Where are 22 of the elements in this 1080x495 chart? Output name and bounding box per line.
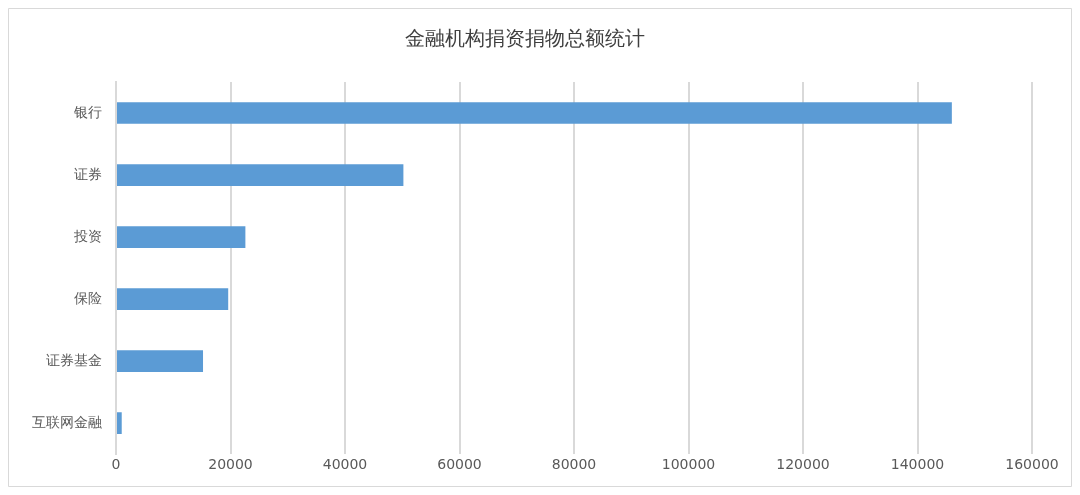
bar [117,164,404,186]
x-tick-label: 80000 [551,456,597,473]
chart-title: 金融机构捐资捐物总额统计 [405,26,645,51]
y-tick-label: 保险 [74,289,102,306]
x-tick-label: 100000 [661,456,716,473]
y-tick-label: 银行 [73,103,102,120]
y-tick-label: 证券基金 [46,351,102,368]
y-tick-label: 投资 [73,227,102,244]
x-tick-label: 120000 [776,456,830,473]
x-tick-label: 20000 [208,456,253,473]
bar [117,350,204,373]
x-tick-label: 160000 [1005,456,1059,473]
bar [117,288,229,310]
x-tick-label: 0 [111,456,121,473]
bar [117,412,122,435]
bar [117,102,952,124]
x-tick-label: 140000 [890,456,945,473]
bar [117,226,246,248]
x-tick-label: 40000 [322,456,368,473]
x-tick-label: 60000 [437,456,482,473]
y-tick-label: 证券 [74,165,102,182]
y-tick-label: 互联网金融 [32,413,102,430]
